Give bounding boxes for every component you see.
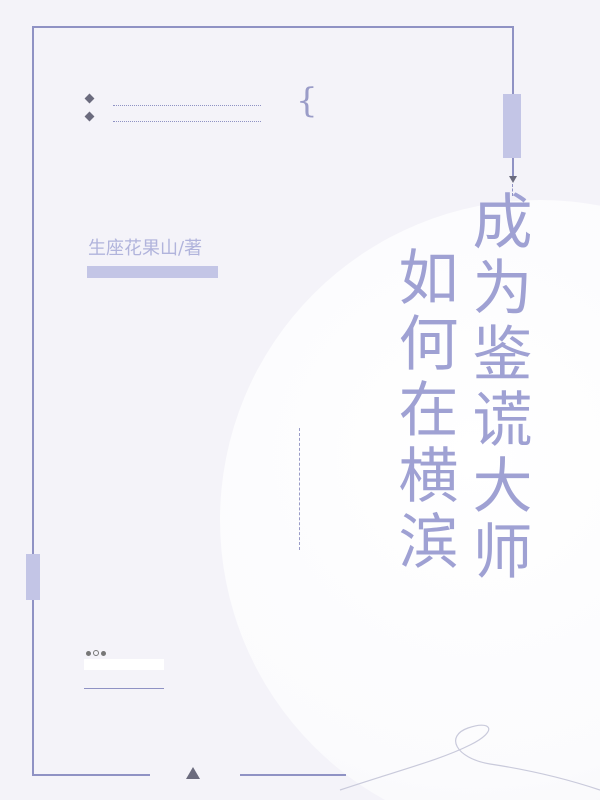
arrow-down-icon [509, 176, 517, 183]
dotted-line [113, 105, 261, 106]
thin-underline [84, 688, 164, 689]
frame-bottom-line-right [240, 774, 346, 776]
frame-top-line [32, 26, 514, 28]
left-tab [26, 554, 40, 600]
white-bar [84, 659, 164, 670]
brace-icon: { [296, 81, 318, 121]
dot [86, 651, 91, 656]
vertical-dashed-line [299, 428, 300, 550]
frame-bottom-line-left [32, 774, 150, 776]
arrow-dash-line [512, 184, 513, 196]
triangle-up-icon [186, 767, 200, 779]
dots-icon [86, 641, 108, 660]
dot [101, 651, 106, 656]
title-line-1: 成为鉴谎大师 [462, 190, 532, 586]
right-tab [503, 94, 521, 158]
author-name: 生座花果山/著 [88, 238, 203, 259]
frame-left-line [32, 26, 34, 776]
author-underline-bar [87, 266, 218, 278]
dotted-line [113, 121, 261, 122]
dot-hollow [93, 650, 99, 656]
title-line-2: 如何在横滨 [388, 246, 458, 576]
